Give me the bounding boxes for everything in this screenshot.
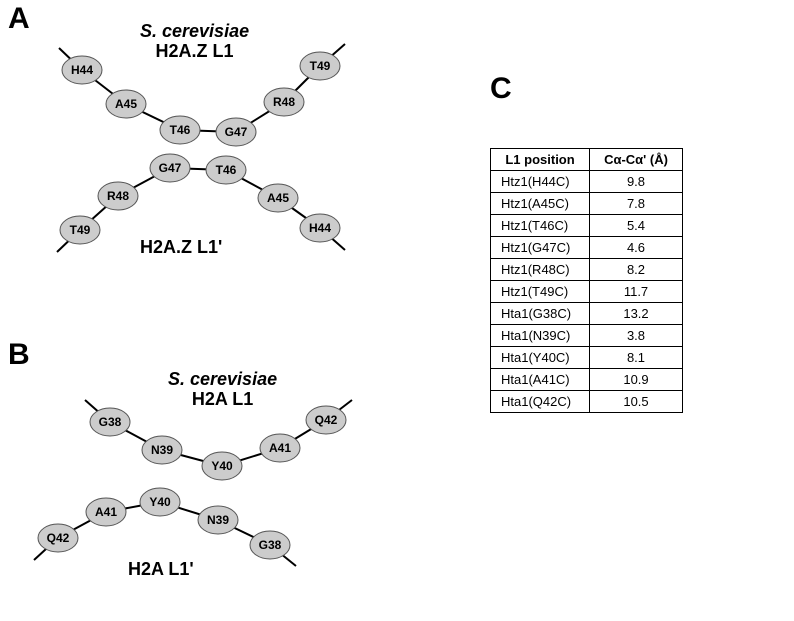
residue-label: G38 [259,538,282,552]
table-cell-dist: 9.8 [590,171,683,193]
table-cell-pos: Hta1(Y40C) [491,347,590,369]
residue-node-N39: N39 [142,436,182,464]
residue-label: H44 [71,63,93,77]
residue-label: R48 [273,95,295,109]
residue-node-T49b: T49 [60,216,100,244]
residue-node-Y40: Y40 [202,452,242,480]
table-row: Hta1(N39C)3.8 [491,325,683,347]
residue-node-A41: A41 [260,434,300,462]
table-header-dist: Cα-Cα' (Å) [590,149,683,171]
residue-label: Q42 [47,531,70,545]
residue-label: Y40 [211,459,233,473]
table-cell-dist: 8.1 [590,347,683,369]
residue-node-Y40b: Y40 [140,488,180,516]
table-row: Hta1(G38C)13.2 [491,303,683,325]
table-cell-pos: Hta1(G38C) [491,303,590,325]
table-cell-pos: Htz1(T49C) [491,281,590,303]
table-row: Hta1(A41C)10.9 [491,369,683,391]
residue-label: T49 [70,223,91,237]
table-cell-dist: 7.8 [590,193,683,215]
residue-label: G47 [225,125,248,139]
residue-node-A45: A45 [106,90,146,118]
table-cell-pos: Htz1(G47C) [491,237,590,259]
residue-node-A45b: A45 [258,184,298,212]
table-cell-dist: 3.8 [590,325,683,347]
residue-node-H44b: H44 [300,214,340,242]
residue-node-T46: T46 [160,116,200,144]
residue-node-G47b: G47 [150,154,190,182]
residue-label: N39 [151,443,173,457]
table-row: Hta1(Q42C)10.5 [491,391,683,413]
residue-label: A41 [269,441,291,455]
residue-node-T46b: T46 [206,156,246,184]
table-cell-dist: 11.7 [590,281,683,303]
table-cell-pos: Hta1(A41C) [491,369,590,391]
table-cell-dist: 10.5 [590,391,683,413]
residue-node-G47: G47 [216,118,256,146]
table-cell-pos: Hta1(N39C) [491,325,590,347]
table-row: Htz1(T46C)5.4 [491,215,683,237]
table-cell-pos: Htz1(A45C) [491,193,590,215]
table-header-row: L1 position Cα-Cα' (Å) [491,149,683,171]
residue-node-R48: R48 [264,88,304,116]
table-cell-pos: Htz1(T46C) [491,215,590,237]
residue-label: T46 [170,123,191,137]
residue-label: Q42 [315,413,338,427]
table-header-pos: L1 position [491,149,590,171]
distance-table: L1 position Cα-Cα' (Å) Htz1(H44C)9.8Htz1… [490,148,683,413]
table-row: Htz1(H44C)9.8 [491,171,683,193]
residue-label: T49 [310,59,331,73]
table-cell-dist: 4.6 [590,237,683,259]
residue-label: A45 [267,191,289,205]
table-row: Htz1(R48C)8.2 [491,259,683,281]
table-cell-pos: Htz1(R48C) [491,259,590,281]
table-cell-dist: 13.2 [590,303,683,325]
residue-label: R48 [107,189,129,203]
table-cell-pos: Htz1(H44C) [491,171,590,193]
residue-label: H44 [309,221,331,235]
residue-node-Q42: Q42 [306,406,346,434]
table-row: Htz1(G47C)4.6 [491,237,683,259]
table-row: Htz1(T49C)11.7 [491,281,683,303]
residue-node-H44: H44 [62,56,102,84]
residue-label: Y40 [149,495,171,509]
table-row: Hta1(Y40C)8.1 [491,347,683,369]
residue-node-G38b: G38 [250,531,290,559]
table-row: Htz1(A45C)7.8 [491,193,683,215]
table-cell-pos: Hta1(Q42C) [491,391,590,413]
residue-node-A41b: A41 [86,498,126,526]
table-cell-dist: 5.4 [590,215,683,237]
residue-node-R48b: R48 [98,182,138,210]
residue-label: G47 [159,161,182,175]
residue-label: A41 [95,505,117,519]
residue-label: N39 [207,513,229,527]
residue-node-N39b: N39 [198,506,238,534]
table-cell-dist: 8.2 [590,259,683,281]
residue-label: A45 [115,97,137,111]
residue-node-G38: G38 [90,408,130,436]
table-cell-dist: 10.9 [590,369,683,391]
residue-label: T46 [216,163,237,177]
residue-label: G38 [99,415,122,429]
residue-node-Q42b: Q42 [38,524,78,552]
residue-node-T49: T49 [300,52,340,80]
